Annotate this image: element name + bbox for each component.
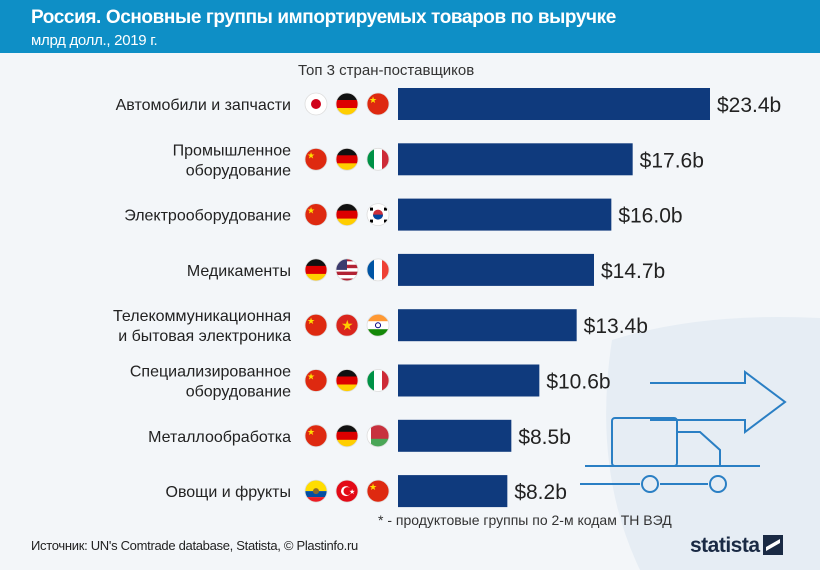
flag-ecuador-icon (304, 479, 328, 503)
flag-france-icon (366, 258, 390, 282)
svg-text:★: ★ (307, 372, 315, 382)
bar (398, 88, 710, 120)
svg-text:★: ★ (307, 316, 315, 326)
category-label: Промышленное оборудование (173, 142, 291, 179)
flag-south-korea-icon (366, 203, 390, 227)
bar (398, 253, 594, 286)
value-label: $13.4b (584, 315, 648, 338)
category-label: Телекоммуникационная и бытовая электроник… (113, 308, 291, 345)
flag-japan-icon (304, 92, 328, 116)
svg-text:★: ★ (369, 95, 377, 105)
bar (398, 309, 577, 342)
flag-india-icon (366, 313, 390, 337)
flag-china-icon: ★ (304, 313, 328, 337)
chart-title: Россия. Основные группы импортируемых то… (31, 7, 616, 28)
svg-text:★: ★ (341, 317, 354, 333)
category-label: Овощи и фрукты (166, 484, 291, 501)
category-label: Медикаменты (187, 263, 291, 280)
value-label: $8.5b (518, 426, 571, 449)
value-label: $16.0b (618, 205, 682, 228)
flag-china-icon: ★ (304, 147, 328, 171)
svg-text:★: ★ (307, 150, 315, 160)
category-label: Металлообработка (148, 429, 291, 446)
category-label: Специализированное оборудование (130, 364, 291, 401)
flag-china-icon: ★ (366, 479, 390, 503)
flag-china-icon: ★ (304, 203, 328, 227)
flag-italy-icon (366, 147, 390, 171)
bar (398, 364, 540, 397)
flag-turkey-icon: ★ (335, 479, 359, 503)
flag-belarus-icon (366, 424, 390, 448)
svg-text:★: ★ (307, 427, 315, 437)
flag-germany-icon (335, 369, 359, 392)
flag-usa-icon (335, 258, 359, 282)
svg-text:★: ★ (369, 482, 377, 492)
flag-germany-icon (304, 258, 328, 282)
flag-germany-icon (335, 92, 359, 116)
value-label: $23.4b (717, 94, 781, 117)
flag-china-icon: ★ (304, 424, 328, 448)
category-label: Автомобили и запчасти (116, 97, 291, 114)
bar (398, 419, 512, 452)
value-label: $14.7b (601, 260, 665, 283)
flag-germany-icon (335, 147, 359, 171)
header: Россия. Основные группы импортируемых то… (0, 0, 820, 53)
category-label: Электрооборудование (124, 208, 291, 225)
footnote: * - продуктовые группы по 2-м кодам ТН В… (378, 512, 672, 528)
value-label: $17.6b (640, 149, 704, 172)
chart-subtitle: млрд долл., 2019 г. (31, 32, 158, 49)
suppliers-column-label: Топ 3 стран-поставщиков (298, 62, 475, 79)
flag-vietnam-icon: ★ (335, 313, 359, 337)
svg-text:★: ★ (307, 206, 315, 216)
flag-china-icon: ★ (366, 92, 390, 116)
bar (398, 143, 633, 176)
bar (398, 475, 508, 508)
flag-italy-icon (366, 369, 390, 392)
flag-china-icon: ★ (304, 369, 328, 392)
svg-text:★: ★ (349, 488, 355, 496)
flag-germany-icon (335, 424, 359, 448)
source-text: Источник: UN's Comtrade database, Statis… (31, 538, 358, 553)
statista-logo-icon (762, 535, 783, 555)
bar (398, 198, 612, 231)
value-label: $10.6b (546, 371, 610, 394)
value-label: $8.2b (514, 481, 567, 504)
statista-logo: statista (690, 534, 783, 558)
flag-germany-icon (335, 203, 359, 227)
